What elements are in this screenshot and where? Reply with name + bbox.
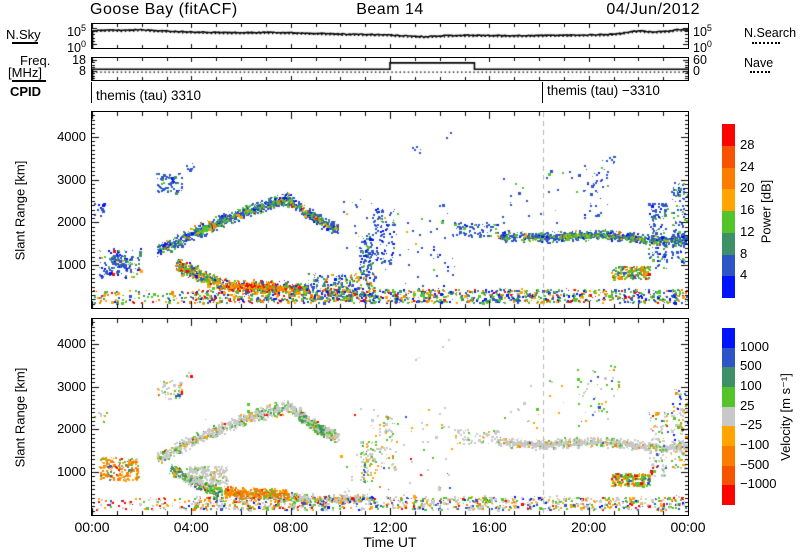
slant-range-tick-label: 2000 (57, 214, 86, 230)
power-colorbar-segment (722, 167, 735, 190)
velocity-colorbar-label: −25 (740, 417, 763, 433)
power-colorbar-segment (722, 124, 735, 146)
freq-axis-label: Freq. (20, 53, 51, 68)
cpid-label: CPID (10, 84, 42, 99)
power-colorbar-label: 28 (740, 136, 755, 152)
velocity-colorbar-segment (722, 328, 735, 348)
nsky-panel (91, 23, 689, 49)
nsky-ytick-label-right: 100 (693, 39, 712, 56)
power-colorbar-label: 12 (740, 223, 755, 239)
time-tick-label: 04:00 (173, 519, 209, 535)
velocity-colorbar-label: 25 (740, 397, 755, 413)
nsky-ytick-label: 105 (67, 23, 86, 40)
freq-solid-legend-line (12, 80, 46, 82)
velocity-colorbar-label: −1000 (740, 476, 777, 492)
nave-legend-label: Nave (744, 56, 774, 70)
slant-range-tick-label: 2000 (57, 421, 86, 437)
nsky-ytick-label-right: 105 (693, 23, 712, 40)
velocity-colorbar-label: 500 (740, 358, 762, 374)
time-tick-label: 00:00 (74, 519, 110, 535)
velocity-panel (91, 318, 689, 516)
slant-range-tick-label: 4000 (57, 128, 86, 144)
time-tick-label: 12:00 (372, 519, 408, 535)
velocity-colorbar-title: Velocity [m s⁻¹] (778, 373, 793, 461)
nsky-line-canvas (92, 24, 688, 48)
velocity-colorbar-segment (722, 426, 735, 446)
velocity-colorbar-label: −100 (740, 437, 770, 452)
date-label: 04/Jun/2012 (606, 1, 700, 18)
slant-range-tick-label: 4000 (57, 335, 86, 351)
power-colorbar-label: 8 (740, 245, 748, 261)
power-colorbar-label: 4 (740, 267, 748, 283)
power-colorbar-title: Power [dB] (758, 179, 774, 244)
velocity-colorbar-label: −500 (740, 456, 770, 472)
power-colorbar-label: 16 (740, 202, 755, 217)
power-colorbar-segment (722, 232, 735, 255)
nsky-ytick-label: 100 (67, 39, 86, 56)
beam-label: Beam 14 (356, 1, 424, 18)
nsearch-legend-label: N.Search (744, 26, 797, 40)
velocity-colorbar-segment (722, 406, 735, 427)
velocity-colorbar-label: 1000 (740, 338, 769, 354)
velocity-yaxis-title: Slant Range [km] (12, 367, 28, 468)
nsky-solid-legend-line (12, 42, 38, 44)
cpid-segment-1: themis (tau) 3310 (96, 88, 202, 103)
power-scatter-canvas (92, 112, 688, 308)
cpid-change-marker (542, 82, 543, 103)
power-panel (91, 111, 689, 309)
slant-range-tick-label: 1000 (57, 464, 86, 480)
time-tick-label: 08:00 (273, 519, 309, 535)
power-yaxis-title: Slant Range [km] (12, 160, 28, 261)
cpid-start-marker (91, 82, 92, 103)
plot-title: Goose Bay (fitACF) (90, 1, 238, 18)
velocity-colorbar-segment (722, 387, 735, 407)
power-colorbar-segment (722, 145, 735, 168)
velocity-colorbar-segment (722, 347, 735, 368)
power-colorbar-label: 24 (740, 158, 755, 174)
power-colorbar-label: 20 (740, 180, 755, 196)
time-tick-label: 20:00 (571, 519, 607, 535)
freq-ytick-label: 18 (72, 53, 86, 68)
power-colorbar-segment (722, 254, 735, 277)
power-colorbar-segment (722, 276, 735, 298)
velocity-colorbar-label: 100 (740, 378, 762, 393)
cpid-segment-2: themis (tau) −3310 (547, 83, 660, 98)
slant-range-tick-label: 3000 (57, 171, 86, 187)
velocity-colorbar-segment (722, 446, 735, 466)
slant-range-tick-label: 1000 (57, 257, 86, 273)
velocity-colorbar-segment (722, 465, 735, 486)
time-tick-label: 16:00 (471, 519, 507, 535)
nave-dotted-legend-line (750, 71, 770, 73)
freq-line-canvas (92, 58, 688, 80)
power-colorbar-segment (722, 189, 735, 211)
slant-range-tick-label: 3000 (57, 378, 86, 394)
freq-panel (91, 57, 689, 81)
nsky-axis-label: N.Sky (6, 27, 41, 42)
time-tick-label: 00:00 (670, 519, 706, 535)
freq-units-label: [MHz] (8, 65, 42, 80)
power-colorbar-segment (722, 211, 735, 233)
nsearch-dotted-legend-line (752, 42, 780, 44)
velocity-colorbar-segment (722, 367, 735, 387)
freq-ytick-label: 8 (79, 64, 86, 79)
velocity-colorbar-segment (722, 485, 735, 505)
velocity-scatter-canvas (92, 319, 688, 515)
nave-ytick-label: 60 (693, 53, 707, 68)
nave-ytick-label: 0 (693, 64, 700, 79)
time-axis-label: Time UT (363, 534, 417, 550)
